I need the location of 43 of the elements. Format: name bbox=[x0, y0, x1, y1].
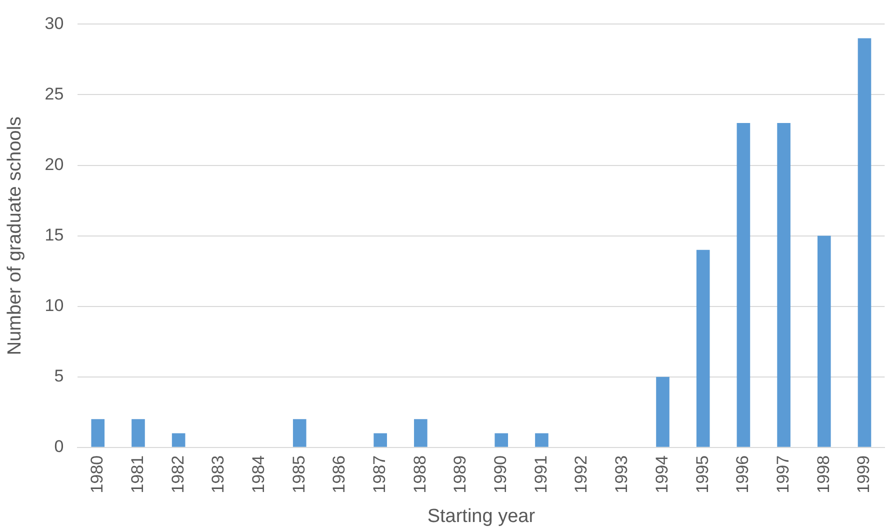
x-tick-label: 1992 bbox=[572, 455, 591, 494]
x-tick-label: 1982 bbox=[168, 455, 188, 494]
x-tick-label: 1987 bbox=[370, 455, 390, 494]
x-tick-label: 1981 bbox=[128, 455, 147, 494]
bar bbox=[696, 250, 710, 447]
x-tick-label: 1980 bbox=[88, 455, 107, 494]
bar bbox=[858, 38, 872, 447]
x-tick-label: 1993 bbox=[612, 455, 632, 494]
bar bbox=[172, 433, 186, 447]
x-tick-label: 1994 bbox=[652, 455, 672, 494]
bar bbox=[817, 236, 831, 447]
x-tick-label: 1995 bbox=[692, 455, 712, 494]
x-tick-label: 1989 bbox=[450, 455, 470, 494]
x-tick-label: 1991 bbox=[531, 455, 550, 494]
x-tick-label: 1990 bbox=[491, 455, 510, 494]
y-tick-label: 30 bbox=[44, 14, 64, 33]
x-tick-label: 1999 bbox=[854, 455, 874, 494]
y-tick-label: 15 bbox=[44, 225, 64, 244]
x-tick-label: 1986 bbox=[330, 455, 349, 494]
x-tick-label: 1997 bbox=[773, 455, 792, 494]
x-axis-title: Starting year bbox=[427, 506, 536, 527]
x-tick-label: 1996 bbox=[733, 455, 752, 494]
x-tick-label: 1998 bbox=[814, 455, 833, 494]
y-axis-title: Number of graduate schools bbox=[4, 116, 26, 356]
bar bbox=[132, 419, 145, 447]
bar bbox=[736, 122, 750, 447]
bar bbox=[414, 419, 428, 447]
y-tick-label: 5 bbox=[54, 366, 64, 386]
bar bbox=[777, 122, 790, 447]
bar bbox=[91, 419, 105, 447]
x-tick-label: 1985 bbox=[289, 455, 308, 494]
y-tick-label: 25 bbox=[44, 84, 64, 104]
bar bbox=[292, 419, 306, 447]
y-tick-label: 10 bbox=[44, 296, 64, 316]
x-tick-label: 1988 bbox=[410, 455, 430, 494]
bar bbox=[535, 433, 548, 447]
x-tick-label: 1983 bbox=[208, 455, 228, 494]
x-tick-label: 1984 bbox=[248, 455, 268, 494]
bar bbox=[494, 433, 508, 447]
y-tick-label: 20 bbox=[44, 154, 64, 174]
bar bbox=[656, 376, 670, 447]
y-tick-label: 0 bbox=[54, 437, 64, 456]
bar bbox=[374, 433, 387, 447]
